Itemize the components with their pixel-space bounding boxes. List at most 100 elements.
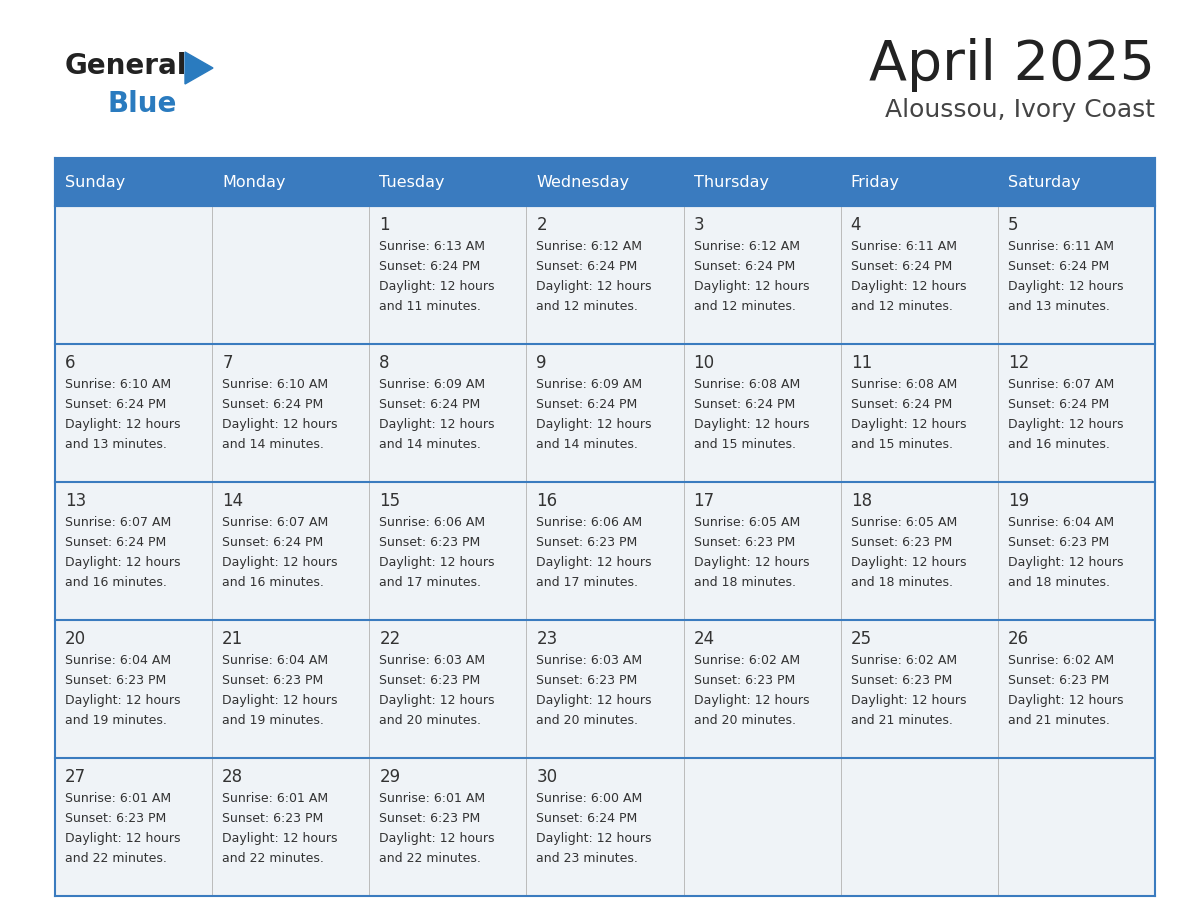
Text: Sunrise: 6:05 AM: Sunrise: 6:05 AM	[851, 516, 958, 529]
Text: Sunrise: 6:02 AM: Sunrise: 6:02 AM	[851, 654, 956, 667]
Text: Sunset: 6:24 PM: Sunset: 6:24 PM	[222, 536, 323, 549]
Text: Sunset: 6:23 PM: Sunset: 6:23 PM	[694, 536, 795, 549]
Text: Sunset: 6:24 PM: Sunset: 6:24 PM	[1007, 398, 1110, 411]
Text: Daylight: 12 hours: Daylight: 12 hours	[851, 418, 966, 431]
Text: Sunset: 6:24 PM: Sunset: 6:24 PM	[65, 398, 166, 411]
Text: 15: 15	[379, 492, 400, 510]
Text: Sunrise: 6:00 AM: Sunrise: 6:00 AM	[537, 792, 643, 805]
Text: 25: 25	[851, 630, 872, 648]
Text: Sunset: 6:24 PM: Sunset: 6:24 PM	[537, 260, 638, 273]
Text: Sunrise: 6:11 AM: Sunrise: 6:11 AM	[851, 240, 956, 253]
Text: 6: 6	[65, 354, 76, 372]
Text: and 17 minutes.: and 17 minutes.	[379, 576, 481, 589]
Text: Sunset: 6:23 PM: Sunset: 6:23 PM	[65, 812, 166, 825]
Text: Sunrise: 6:01 AM: Sunrise: 6:01 AM	[379, 792, 486, 805]
Text: Sunrise: 6:06 AM: Sunrise: 6:06 AM	[379, 516, 486, 529]
FancyBboxPatch shape	[998, 158, 1155, 206]
Polygon shape	[185, 52, 213, 84]
Text: and 16 minutes.: and 16 minutes.	[1007, 438, 1110, 451]
Text: Saturday: Saturday	[1007, 174, 1080, 189]
Text: Aloussou, Ivory Coast: Aloussou, Ivory Coast	[885, 98, 1155, 122]
Text: 13: 13	[65, 492, 87, 510]
Text: Sunrise: 6:08 AM: Sunrise: 6:08 AM	[694, 378, 800, 391]
Text: and 20 minutes.: and 20 minutes.	[379, 714, 481, 727]
Text: and 12 minutes.: and 12 minutes.	[537, 300, 638, 313]
Text: 10: 10	[694, 354, 715, 372]
Text: Thursday: Thursday	[694, 174, 769, 189]
Text: Blue: Blue	[107, 90, 176, 118]
Text: Sunrise: 6:12 AM: Sunrise: 6:12 AM	[694, 240, 800, 253]
Text: Sunrise: 6:10 AM: Sunrise: 6:10 AM	[65, 378, 171, 391]
Text: and 19 minutes.: and 19 minutes.	[222, 714, 324, 727]
Text: Sunset: 6:24 PM: Sunset: 6:24 PM	[851, 398, 952, 411]
FancyBboxPatch shape	[55, 482, 1155, 620]
Text: Monday: Monday	[222, 174, 285, 189]
Text: Daylight: 12 hours: Daylight: 12 hours	[65, 832, 181, 845]
Text: Sunrise: 6:04 AM: Sunrise: 6:04 AM	[222, 654, 328, 667]
Text: and 16 minutes.: and 16 minutes.	[65, 576, 166, 589]
Text: Sunset: 6:24 PM: Sunset: 6:24 PM	[379, 260, 480, 273]
Text: Wednesday: Wednesday	[537, 174, 630, 189]
Text: and 13 minutes.: and 13 minutes.	[1007, 300, 1110, 313]
Text: 4: 4	[851, 216, 861, 234]
Text: Daylight: 12 hours: Daylight: 12 hours	[694, 694, 809, 707]
Text: Sunrise: 6:07 AM: Sunrise: 6:07 AM	[222, 516, 328, 529]
Text: Sunset: 6:23 PM: Sunset: 6:23 PM	[379, 812, 480, 825]
Text: Daylight: 12 hours: Daylight: 12 hours	[537, 832, 652, 845]
Text: Sunrise: 6:09 AM: Sunrise: 6:09 AM	[379, 378, 486, 391]
Text: 19: 19	[1007, 492, 1029, 510]
Text: Sunset: 6:23 PM: Sunset: 6:23 PM	[65, 674, 166, 687]
Text: and 17 minutes.: and 17 minutes.	[537, 576, 638, 589]
Text: 1: 1	[379, 216, 390, 234]
Text: Friday: Friday	[851, 174, 899, 189]
FancyBboxPatch shape	[841, 158, 998, 206]
Text: Daylight: 12 hours: Daylight: 12 hours	[379, 280, 494, 293]
Text: Daylight: 12 hours: Daylight: 12 hours	[851, 556, 966, 569]
Text: Sunrise: 6:03 AM: Sunrise: 6:03 AM	[537, 654, 643, 667]
Text: Sunrise: 6:12 AM: Sunrise: 6:12 AM	[537, 240, 643, 253]
Text: and 19 minutes.: and 19 minutes.	[65, 714, 166, 727]
Text: Sunrise: 6:10 AM: Sunrise: 6:10 AM	[222, 378, 328, 391]
Text: Daylight: 12 hours: Daylight: 12 hours	[1007, 556, 1124, 569]
Text: 27: 27	[65, 768, 86, 786]
Text: Sunset: 6:23 PM: Sunset: 6:23 PM	[1007, 536, 1110, 549]
Text: Sunset: 6:23 PM: Sunset: 6:23 PM	[222, 812, 323, 825]
Text: and 15 minutes.: and 15 minutes.	[694, 438, 796, 451]
Text: Sunrise: 6:07 AM: Sunrise: 6:07 AM	[1007, 378, 1114, 391]
Text: and 18 minutes.: and 18 minutes.	[1007, 576, 1110, 589]
FancyBboxPatch shape	[55, 758, 1155, 896]
Text: and 12 minutes.: and 12 minutes.	[694, 300, 796, 313]
Text: and 14 minutes.: and 14 minutes.	[222, 438, 324, 451]
FancyBboxPatch shape	[55, 206, 1155, 344]
Text: Sunrise: 6:01 AM: Sunrise: 6:01 AM	[222, 792, 328, 805]
Text: Sunrise: 6:08 AM: Sunrise: 6:08 AM	[851, 378, 958, 391]
Text: Tuesday: Tuesday	[379, 174, 444, 189]
Text: Sunset: 6:24 PM: Sunset: 6:24 PM	[537, 812, 638, 825]
Text: Sunrise: 6:09 AM: Sunrise: 6:09 AM	[537, 378, 643, 391]
Text: Sunrise: 6:01 AM: Sunrise: 6:01 AM	[65, 792, 171, 805]
Text: 12: 12	[1007, 354, 1029, 372]
Text: Sunset: 6:23 PM: Sunset: 6:23 PM	[1007, 674, 1110, 687]
Text: 26: 26	[1007, 630, 1029, 648]
Text: Daylight: 12 hours: Daylight: 12 hours	[1007, 694, 1124, 707]
Text: Sunset: 6:24 PM: Sunset: 6:24 PM	[379, 398, 480, 411]
Text: Daylight: 12 hours: Daylight: 12 hours	[537, 418, 652, 431]
Text: Sunset: 6:24 PM: Sunset: 6:24 PM	[851, 260, 952, 273]
FancyBboxPatch shape	[213, 158, 369, 206]
Text: 11: 11	[851, 354, 872, 372]
Text: Sunrise: 6:02 AM: Sunrise: 6:02 AM	[1007, 654, 1114, 667]
Text: Daylight: 12 hours: Daylight: 12 hours	[222, 832, 337, 845]
Text: and 14 minutes.: and 14 minutes.	[537, 438, 638, 451]
Text: and 13 minutes.: and 13 minutes.	[65, 438, 166, 451]
Text: 9: 9	[537, 354, 546, 372]
Text: Sunset: 6:24 PM: Sunset: 6:24 PM	[694, 398, 795, 411]
Text: General: General	[65, 52, 188, 80]
Text: Daylight: 12 hours: Daylight: 12 hours	[537, 694, 652, 707]
FancyBboxPatch shape	[526, 158, 683, 206]
Text: Sunrise: 6:05 AM: Sunrise: 6:05 AM	[694, 516, 800, 529]
Text: and 12 minutes.: and 12 minutes.	[851, 300, 953, 313]
Text: Daylight: 12 hours: Daylight: 12 hours	[379, 694, 494, 707]
Text: Sunrise: 6:04 AM: Sunrise: 6:04 AM	[65, 654, 171, 667]
Text: Sunset: 6:23 PM: Sunset: 6:23 PM	[694, 674, 795, 687]
Text: Daylight: 12 hours: Daylight: 12 hours	[537, 556, 652, 569]
